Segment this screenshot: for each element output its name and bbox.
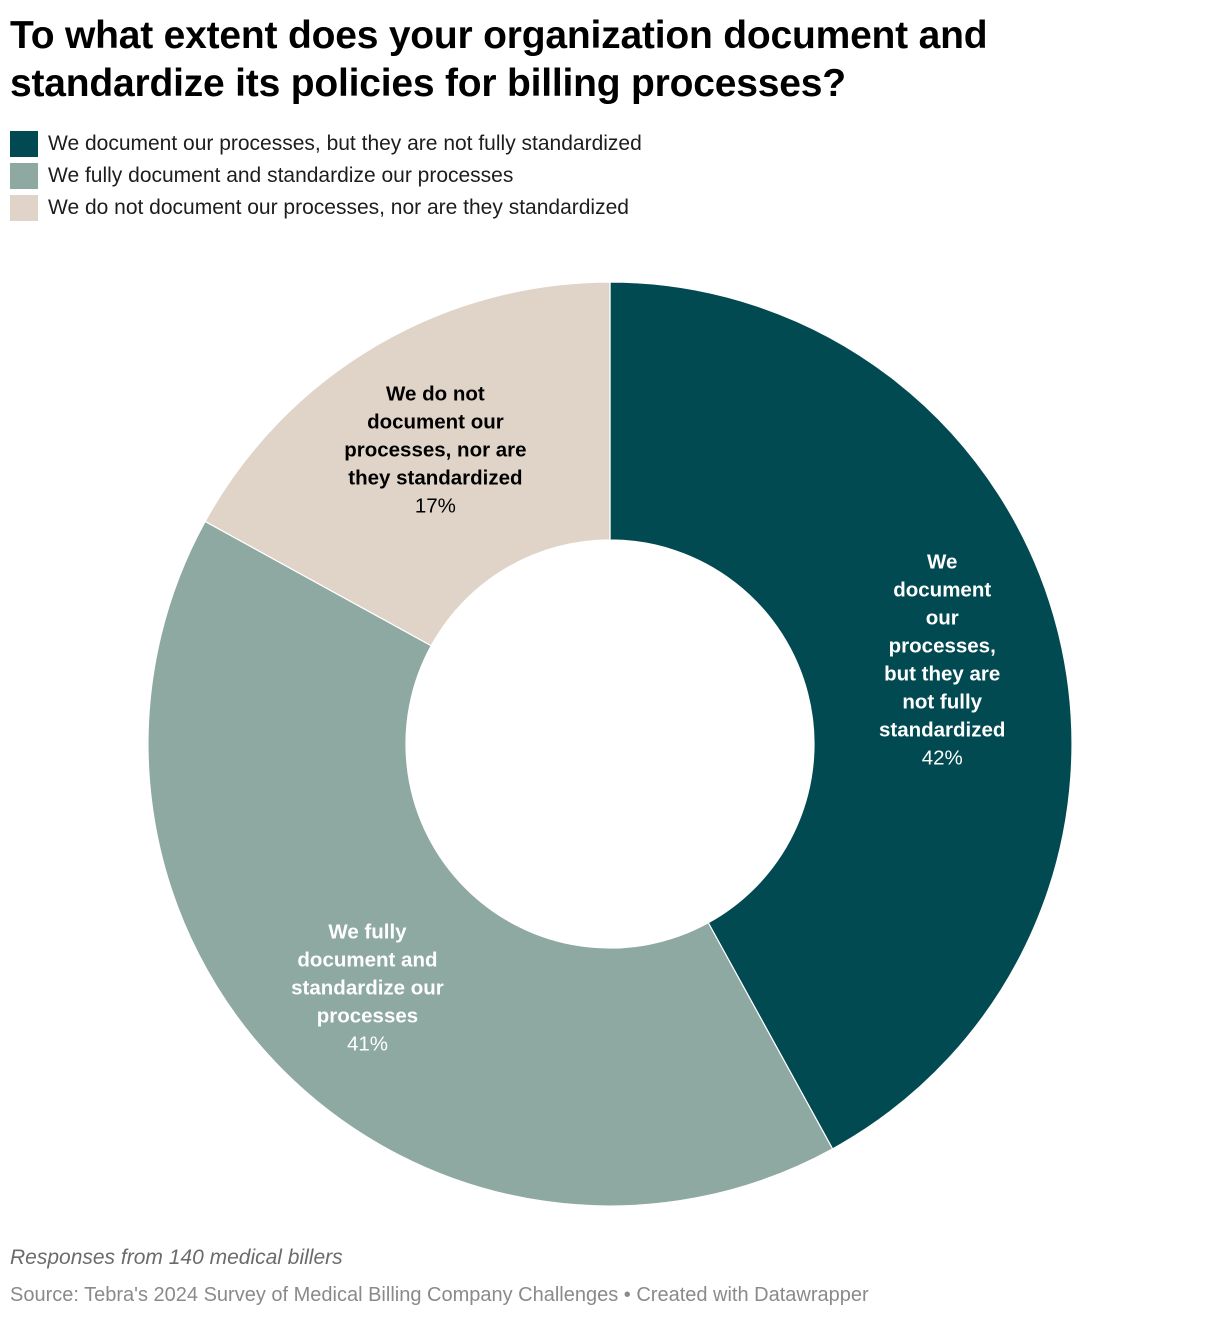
donut-chart: We document our processes, but they are not f…	[147, 281, 1073, 1207]
legend-label-fully-documented: We fully document and standardize our pr…	[48, 164, 514, 187]
slice-name-label-line: processes	[317, 1004, 418, 1027]
slice-value-label: 41%	[347, 1032, 388, 1055]
slice-value-label: 17%	[415, 495, 456, 518]
legend-swatch-not-documented	[10, 195, 38, 221]
slice-name-label-line: processes, nor are	[344, 439, 526, 462]
legend-label-not-documented: We do not document our processes, nor ar…	[48, 196, 629, 219]
donut-slice-documented-not-standardized[interactable]	[609, 281, 1073, 1150]
slice-name-label-line: standardized	[879, 719, 1005, 742]
slice-name-label-line: document our	[367, 411, 504, 434]
slice-name-label-line: We	[927, 551, 957, 574]
slice-value-label: 42%	[922, 747, 963, 770]
legend-swatch-fully-documented	[10, 163, 38, 189]
slice-name-label-line: document	[893, 579, 991, 602]
legend-item-documented-not-standardized: We document our processes, but they are …	[10, 128, 642, 160]
slice-name-label-line: our	[926, 607, 959, 630]
slice-label-documented-not-standardized: We document our processes, but they are not f…	[879, 551, 1005, 770]
chart-legend: We document our processes, but they are …	[10, 128, 642, 224]
slice-name-label-line: they standardized	[348, 467, 522, 490]
slice-name-label-line: We do not	[386, 383, 485, 406]
legend-label-documented-not-standardized: We document our processes, but they are …	[48, 132, 642, 155]
slice-label-not-documented: We do not document our processes, nor are t…	[344, 383, 526, 518]
slice-name-label-line: We fully	[328, 920, 407, 943]
legend-swatch-documented-not-standardized	[10, 131, 38, 157]
slice-name-label-line: not fully	[902, 691, 982, 714]
slice-name-label-line: but they are	[884, 663, 1000, 686]
legend-item-not-documented: We do not document our processes, nor ar…	[10, 192, 642, 224]
slice-name-label-line: processes,	[889, 635, 996, 658]
legend-item-fully-documented: We fully document and standardize our pr…	[10, 160, 642, 192]
chart-title: To what extent does your organization do…	[10, 14, 988, 105]
slice-name-label-line: standardize our	[291, 976, 444, 999]
slice-label-fully-documented: We fully document and standardize our proce…	[291, 920, 444, 1055]
donut-slice-fully-documented[interactable]	[147, 520, 834, 1207]
slice-name-label-line: document and	[297, 948, 437, 971]
donut-slice-not-documented[interactable]	[204, 281, 611, 647]
chart-source: Source: Tebra's 2024 Survey of Medical B…	[10, 1284, 869, 1306]
chart-notes: Responses from 140 medical billers	[10, 1246, 343, 1269]
